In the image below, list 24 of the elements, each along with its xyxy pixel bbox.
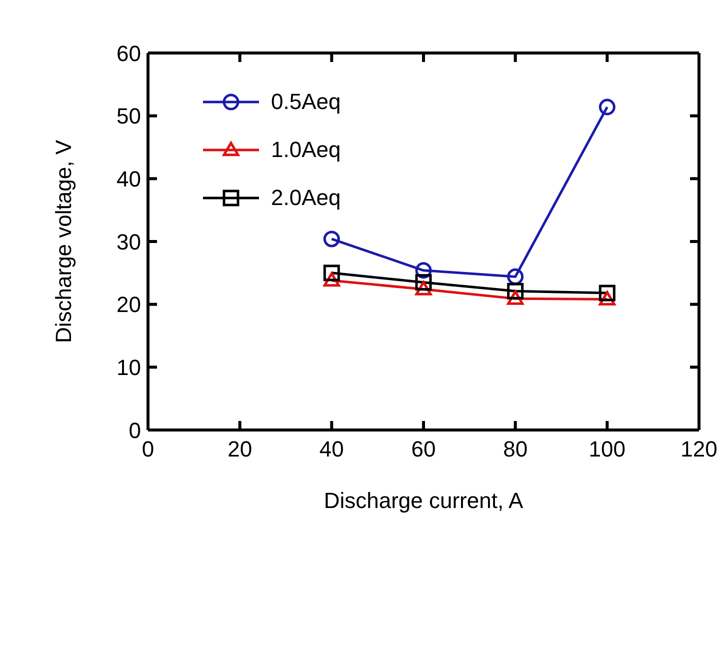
point (598, 284, 616, 302)
y-tick-label: 50 (116, 104, 141, 129)
y-tick-label: 30 (116, 229, 141, 254)
y-tick-label: 10 (116, 354, 141, 380)
y-tick-label: 0 (128, 418, 141, 443)
y-tick-label: 20 (116, 292, 141, 318)
y-axis-title: Discharge voltage, V (50, 140, 76, 343)
x-tick-label: 120 (680, 436, 718, 462)
x-tick-label: 80 (503, 436, 528, 462)
legend-label: 2.0Aeq (271, 185, 341, 211)
y-tick-label: 40 (116, 166, 141, 192)
point (323, 230, 340, 248)
legend-label: 1.0Aeq (271, 137, 341, 163)
point (598, 98, 616, 116)
x-tick-label: 20 (228, 436, 252, 462)
x-tick-label: 60 (411, 436, 436, 462)
point (323, 264, 340, 282)
y-tick-label: 60 (116, 40, 141, 66)
point (507, 282, 524, 300)
x-tick-label: 40 (319, 436, 344, 462)
point (415, 274, 432, 291)
x-axis-title: Discharge current, A (324, 488, 524, 513)
x-tick-label: 100 (588, 436, 626, 462)
legend-label: 0.5Aeq (271, 89, 341, 115)
